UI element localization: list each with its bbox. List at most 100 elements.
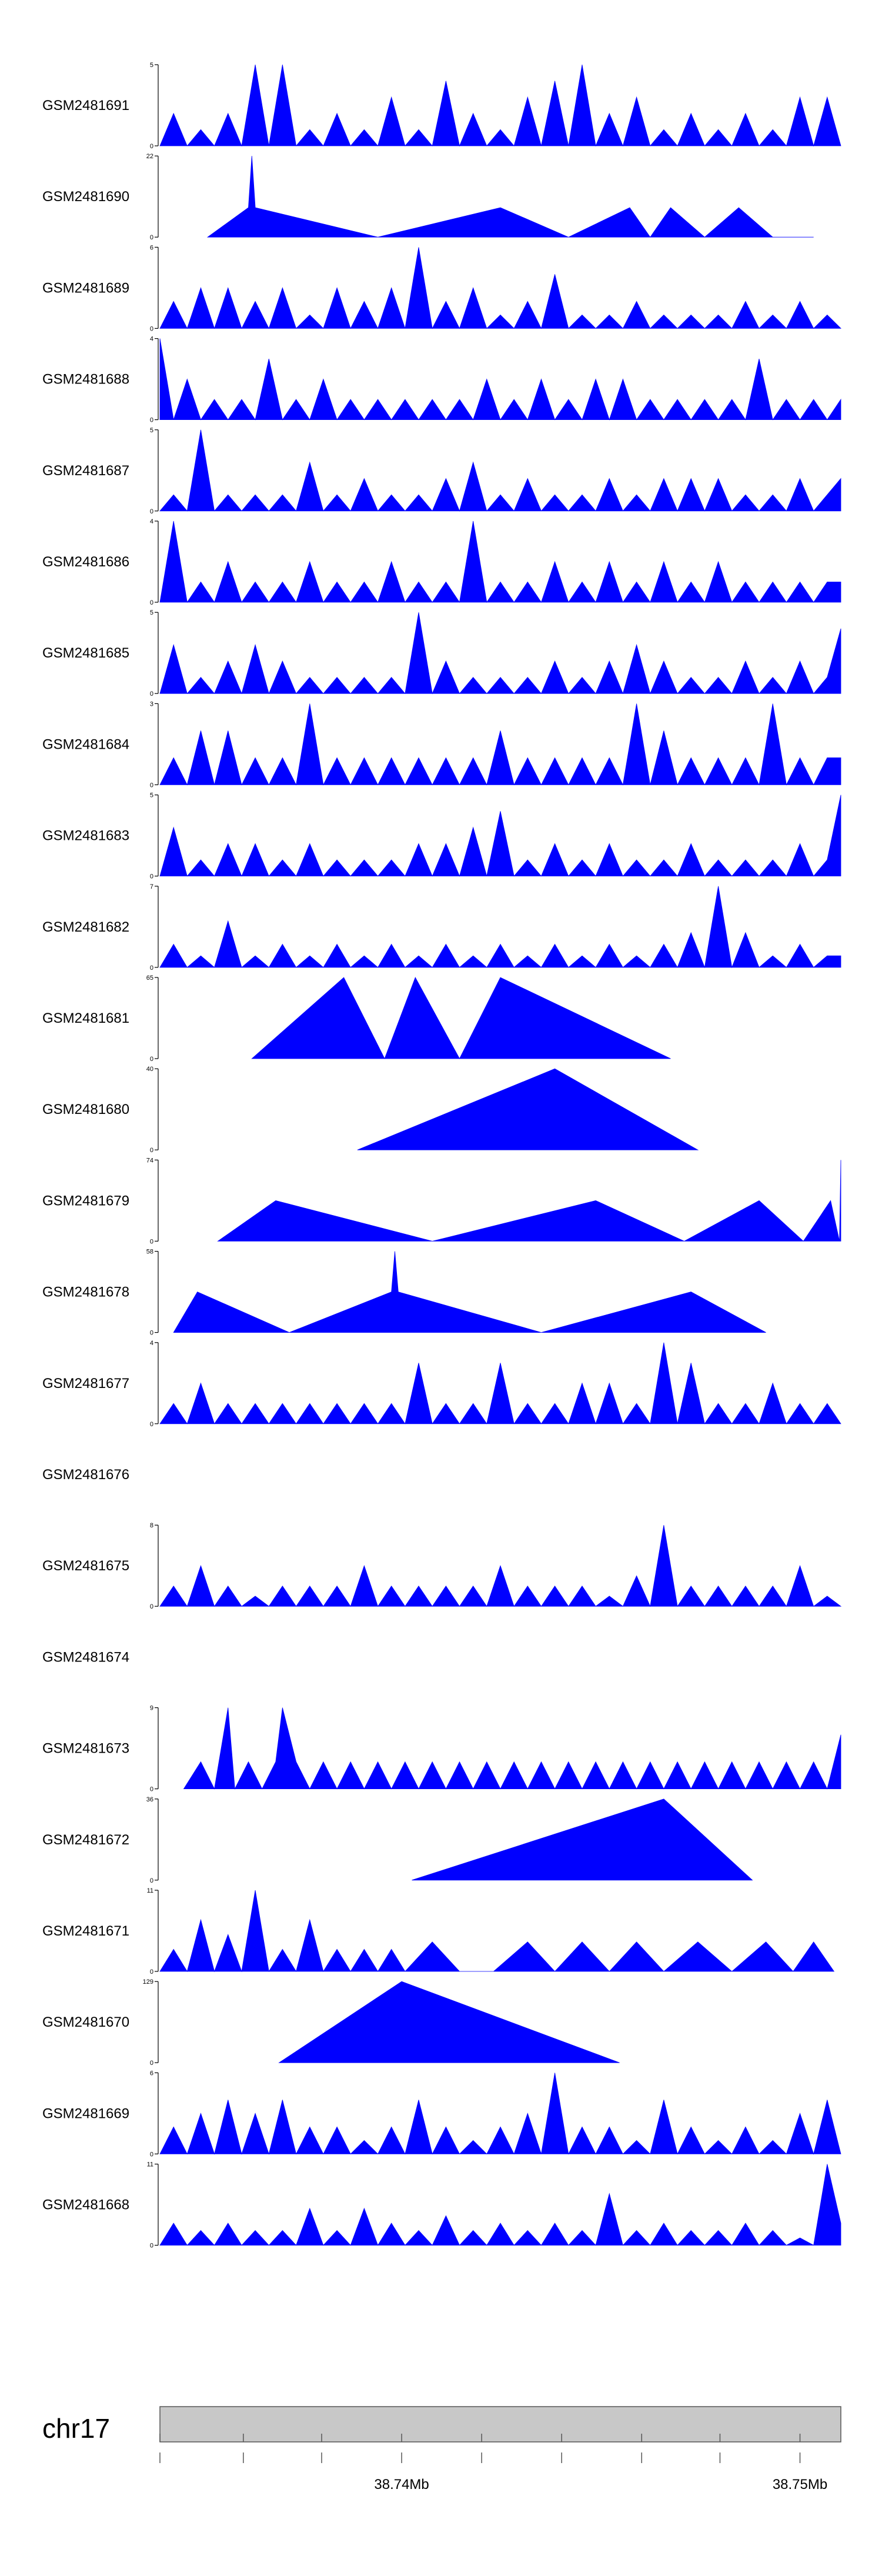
y-tick-label-min: 0 <box>150 782 153 789</box>
track-label: GSM2481676 <box>42 1467 129 1483</box>
track-GSM2481688: GSM2481688 4 0 <box>42 336 841 424</box>
signal-area <box>173 1251 766 1333</box>
track-GSM2481685: GSM2481685 5 0 <box>42 609 841 698</box>
y-tick-label-min: 0 <box>150 690 153 698</box>
y-tick-label-min: 0 <box>150 417 153 424</box>
y-tick-label-max: 22 <box>146 153 153 160</box>
ideogram-group: chr17 38.74Mb 38.75Mb <box>42 2406 841 2492</box>
track-GSM2481671: GSM2481671 11 0 <box>42 1887 835 1976</box>
signal-area <box>251 977 671 1059</box>
track-GSM2481668: GSM2481668 11 0 <box>42 2161 841 2250</box>
track-label: GSM2481685 <box>42 645 129 661</box>
track-label: GSM2481683 <box>42 828 129 844</box>
track-GSM2481686: GSM2481686 4 0 <box>42 518 841 606</box>
signal-area <box>159 2164 841 2246</box>
y-tick-label-min: 0 <box>150 599 153 606</box>
track-GSM2481687: GSM2481687 5 0 <box>42 427 841 515</box>
y-tick-label-max: 58 <box>146 1249 153 1256</box>
signal-area <box>159 247 841 329</box>
track-label: GSM2481672 <box>42 1832 129 1848</box>
y-tick-label-min: 0 <box>150 1968 153 1976</box>
y-tick-label-max: 4 <box>150 336 153 343</box>
signal-area <box>159 2073 841 2155</box>
y-tick-label-min: 0 <box>150 1330 153 1337</box>
y-tick-label-max: 65 <box>146 975 153 982</box>
position-tick-label: 38.74Mb <box>374 2477 429 2492</box>
signal-area <box>159 795 841 877</box>
y-tick-label-min: 0 <box>150 1056 153 1063</box>
y-tick-label-max: 8 <box>150 1522 153 1529</box>
y-tick-label-min: 0 <box>150 1877 153 1884</box>
y-tick-label-max: 6 <box>150 2070 153 2077</box>
signal-area <box>159 1525 842 1607</box>
y-tick-label-max: 129 <box>143 1978 153 1986</box>
signal-area <box>159 1890 835 1973</box>
y-tick-label-min: 0 <box>150 1603 153 1610</box>
track-label: GSM2481673 <box>42 1741 129 1757</box>
track-label: GSM2481691 <box>42 98 129 114</box>
y-tick-label-max: 6 <box>150 244 153 251</box>
track-GSM2481682: GSM2481682 7 0 <box>42 883 841 972</box>
y-tick-label-max: 5 <box>150 62 153 69</box>
track-label: GSM2481678 <box>42 1284 129 1300</box>
y-tick-label-max: 40 <box>146 1066 153 1073</box>
track-GSM2481674: GSM2481674 <box>42 1649 129 1665</box>
y-tick-label-min: 0 <box>150 1421 153 1428</box>
signal-area <box>159 429 841 512</box>
signal-area <box>183 1707 841 1790</box>
y-tick-label-max: 11 <box>147 2161 153 2168</box>
track-label: GSM2481682 <box>42 919 129 935</box>
signal-area <box>412 1798 753 1881</box>
signal-area <box>159 520 841 603</box>
chromosome-label: chr17 <box>42 2413 110 2444</box>
track-GSM2481673: GSM2481673 9 0 <box>42 1705 841 1793</box>
y-tick-label-max: 7 <box>150 883 153 890</box>
y-tick-label-min: 0 <box>150 325 153 332</box>
track-label: GSM2481679 <box>42 1193 129 1209</box>
signal-area <box>159 1342 841 1425</box>
track-GSM2481672: GSM2481672 36 0 <box>42 1796 753 1884</box>
y-tick-label-min: 0 <box>150 2060 153 2067</box>
y-tick-label-min: 0 <box>150 1786 153 1793</box>
y-tick-label-max: 11 <box>147 1887 153 1894</box>
signal-area <box>159 64 841 147</box>
track-label: GSM2481675 <box>42 1558 129 1574</box>
tracks-group: GSM248169150GSM2481690220GSM248168960GSM… <box>42 62 842 2250</box>
track-GSM2481670: GSM2481670 129 0 <box>42 1978 620 2067</box>
y-tick-label-max: 4 <box>150 518 153 525</box>
track-GSM2481669: GSM2481669 6 0 <box>42 2070 841 2158</box>
track-GSM2481677: GSM2481677 4 0 <box>42 1340 841 1428</box>
y-tick-label-min: 0 <box>150 1238 153 1245</box>
track-GSM2481691: GSM2481691 5 0 <box>42 62 841 150</box>
y-tick-label-min: 0 <box>150 508 153 515</box>
track-GSM2481690: GSM2481690 22 0 <box>42 153 814 241</box>
track-label: GSM2481684 <box>42 736 129 752</box>
track-label: GSM2481689 <box>42 280 129 296</box>
ideogram-ticks: 38.74Mb 38.75Mb <box>159 2434 827 2492</box>
track-label: GSM2481687 <box>42 463 129 479</box>
track-GSM2481689: GSM2481689 6 0 <box>42 244 841 332</box>
y-tick-label-max: 74 <box>146 1157 153 1164</box>
track-label: GSM2481686 <box>42 554 129 570</box>
position-tick-label: 38.75Mb <box>773 2477 827 2492</box>
track-GSM2481683: GSM2481683 5 0 <box>42 792 841 880</box>
y-tick-label-min: 0 <box>150 873 153 880</box>
signal-area <box>217 1160 841 1242</box>
y-tick-label-min: 0 <box>150 2151 153 2158</box>
signal-area <box>159 886 841 969</box>
y-tick-label-max: 5 <box>150 792 153 799</box>
y-tick-label-min: 0 <box>150 234 153 241</box>
signal-area <box>357 1068 699 1150</box>
track-GSM2481675: GSM2481675 8 0 <box>42 1522 842 1610</box>
y-tick-label-max: 9 <box>150 1705 153 1712</box>
y-tick-label-max: 5 <box>150 427 153 434</box>
track-label: GSM2481681 <box>42 1010 129 1026</box>
signal-area <box>206 156 814 238</box>
track-label: GSM2481668 <box>42 2197 129 2213</box>
y-tick-label-max: 4 <box>150 1340 153 1347</box>
track-label: GSM2481674 <box>42 1649 129 1665</box>
signal-area <box>159 703 841 786</box>
track-label: GSM2481680 <box>42 1102 129 1117</box>
y-tick-label-max: 5 <box>150 609 153 616</box>
